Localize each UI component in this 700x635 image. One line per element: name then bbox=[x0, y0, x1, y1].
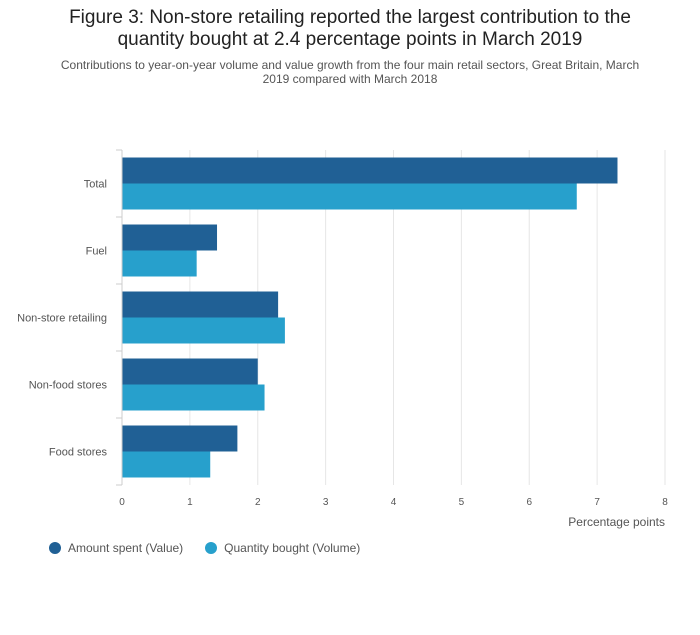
bar-volume-total bbox=[122, 183, 577, 210]
x-tick-label-6: 6 bbox=[526, 497, 532, 508]
y-tick-label-non-food-stores: Non-food stores bbox=[29, 380, 108, 392]
x-axis-title: Percentage points bbox=[568, 515, 665, 529]
bar-value-total bbox=[122, 157, 618, 184]
legend-item-value[interactable]: Amount spent (Value) bbox=[49, 541, 183, 555]
x-tick-label-1: 1 bbox=[187, 497, 193, 508]
x-tick-label-5: 5 bbox=[459, 497, 465, 508]
chart-subtitle-line-2: 2019 compared with March 2018 bbox=[262, 72, 438, 86]
x-tick-label-2: 2 bbox=[255, 497, 261, 508]
bar-value-fuel bbox=[122, 224, 218, 251]
legend-swatch-volume bbox=[205, 542, 218, 554]
chart-title-line-1: Figure 3: Non-store retailing reported t… bbox=[69, 7, 631, 28]
chart-title: Figure 3: Non-store retailing reported t… bbox=[0, 7, 700, 51]
y-tick-label-fuel: Fuel bbox=[86, 246, 107, 258]
legend-item-volume[interactable]: Quantity bought (Volume) bbox=[205, 541, 360, 555]
bar-value-non-food-stores bbox=[122, 358, 258, 385]
chart-subtitle-line-1: Contributions to year-on-year volume and… bbox=[60, 58, 640, 72]
legend-label-volume: Quantity bought (Volume) bbox=[224, 541, 361, 555]
chart-subtitle: Contributions to year-on-year volume and… bbox=[30, 58, 670, 86]
bar-value-non-store-retailing bbox=[122, 291, 279, 318]
chart-title-line-2: quantity bought at 2.4 percentage points… bbox=[117, 29, 583, 50]
legend-swatch-value bbox=[49, 542, 61, 554]
y-tick-label-food-stores: Food stores bbox=[49, 447, 108, 459]
x-tick-label-4: 4 bbox=[391, 497, 397, 508]
x-tick-label-0: 0 bbox=[119, 497, 125, 508]
x-tick-label-7: 7 bbox=[594, 497, 600, 508]
y-tick-label-non-store-retailing: Non-store retailing bbox=[17, 313, 107, 325]
bar-value-food-stores bbox=[122, 425, 238, 452]
y-tick-label-total: Total bbox=[84, 179, 107, 191]
x-tick-label-8: 8 bbox=[662, 497, 668, 508]
legend-label-value: Amount spent (Value) bbox=[68, 541, 184, 555]
bar-volume-non-food-stores bbox=[122, 384, 265, 411]
bar-volume-fuel bbox=[122, 250, 197, 277]
x-tick-label-3: 3 bbox=[323, 497, 329, 508]
bar-volume-food-stores bbox=[122, 451, 211, 478]
bar-volume-non-store-retailing bbox=[122, 317, 285, 344]
legend: Amount spent (Value) Quantity bought (Vo… bbox=[49, 541, 382, 555]
